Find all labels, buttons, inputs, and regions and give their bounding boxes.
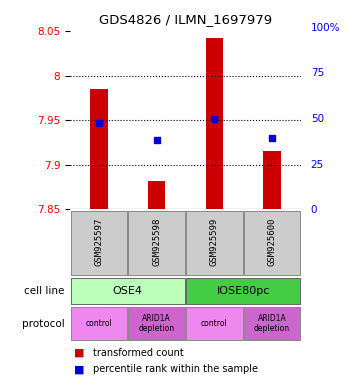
Text: protocol: protocol [22,318,65,329]
Text: IOSE80pc: IOSE80pc [217,286,270,296]
Text: GSM925598: GSM925598 [152,217,161,266]
Text: OSE4: OSE4 [113,286,143,296]
Text: cell line: cell line [25,286,65,296]
Text: ■: ■ [74,348,84,358]
Bar [206,38,223,209]
Text: transformed count: transformed count [93,348,183,358]
FancyBboxPatch shape [186,278,300,304]
Text: ARID1A
depletion: ARID1A depletion [139,314,175,333]
FancyBboxPatch shape [128,210,185,275]
Text: GSM925597: GSM925597 [94,217,103,266]
Text: control: control [85,319,112,328]
FancyBboxPatch shape [186,210,243,275]
Text: GSM925599: GSM925599 [210,217,219,266]
Bar [264,151,281,209]
FancyBboxPatch shape [71,278,185,304]
FancyBboxPatch shape [244,307,300,340]
FancyBboxPatch shape [71,210,127,275]
Bar [90,89,107,209]
Bar [148,181,165,209]
Title: GDS4826 / ILMN_1697979: GDS4826 / ILMN_1697979 [99,13,272,26]
Text: ■: ■ [74,364,84,374]
FancyBboxPatch shape [128,307,185,340]
Text: control: control [201,319,228,328]
Text: percentile rank within the sample: percentile rank within the sample [93,364,258,374]
FancyBboxPatch shape [71,307,127,340]
Text: GSM925600: GSM925600 [268,217,276,266]
FancyBboxPatch shape [244,210,300,275]
FancyBboxPatch shape [186,307,243,340]
Text: ARID1A
depletion: ARID1A depletion [254,314,290,333]
